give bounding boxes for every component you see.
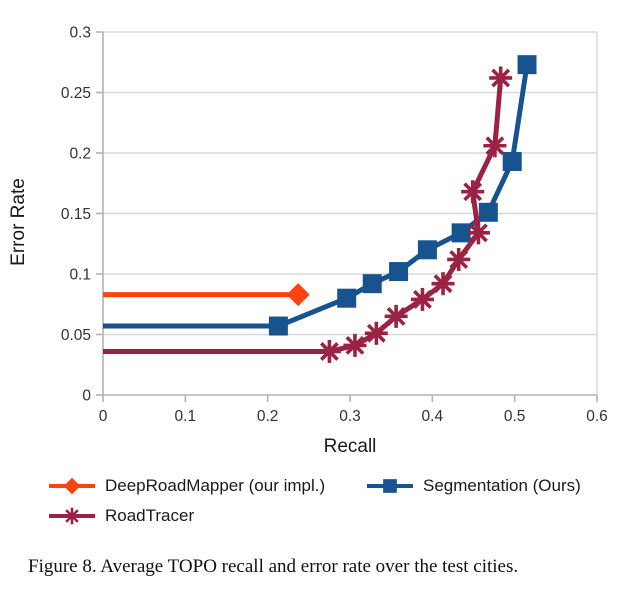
legend-label-deeproadmapper: DeepRoadMapper (our impl.)	[105, 476, 326, 495]
y-tick-label: 0.15	[61, 206, 91, 223]
square-marker	[478, 202, 498, 222]
y-tick-label: 0.05	[61, 327, 91, 344]
x-tick-label: 0	[99, 408, 108, 425]
series-0	[103, 283, 310, 307]
axes	[96, 31, 598, 402]
asterisk-marker	[489, 66, 513, 90]
y-tick-label: 0	[82, 388, 91, 405]
asterisk-marker	[447, 247, 471, 271]
legend-sample-deeproadmapper-icon	[49, 477, 95, 495]
gridlines	[103, 31, 597, 336]
x-tick-label: 0.6	[586, 408, 608, 425]
diamond-marker	[286, 283, 310, 307]
legend-sample-segmentation-icon	[367, 479, 413, 493]
asterisk-marker	[384, 304, 408, 328]
series-2	[103, 66, 513, 363]
asterisk-marker	[317, 339, 341, 363]
y-axis-title: Error Rate	[8, 178, 29, 266]
square-marker	[502, 151, 522, 171]
figure-caption: Figure 8. Average TOPO recall and error …	[28, 556, 519, 577]
y-tick-label: 0.3	[69, 25, 91, 42]
series-line	[103, 77, 504, 354]
x-tick-label: 0.3	[339, 408, 361, 425]
square-marker	[451, 223, 471, 243]
asterisk-marker	[63, 507, 81, 525]
y-tick-label: 0.2	[69, 146, 91, 163]
asterisk-marker	[466, 221, 490, 245]
x-tick-label: 0.1	[175, 408, 197, 425]
square-marker	[337, 288, 357, 308]
square-marker	[517, 55, 537, 75]
x-axis-title: Recall	[324, 436, 377, 457]
square-marker	[389, 262, 409, 282]
series-line	[103, 64, 530, 329]
legend-label-segmentation: Segmentation (Ours)	[423, 476, 581, 495]
legend-sample-roadtracer-icon	[49, 507, 95, 525]
legend-item-deeproadmapper: DeepRoadMapper (our impl.)	[48, 473, 325, 499]
tick-labels: 0 0.05 0.1 0.15 0.2 0.25 0.3 0 0.1 0.2 0.3 0.4 0.5 0.…	[61, 25, 608, 426]
asterisk-marker	[461, 180, 485, 204]
legend-item-segmentation: Segmentation (Ours)	[366, 473, 581, 499]
series-1	[103, 55, 537, 336]
y-tick-label: 0.1	[69, 267, 91, 284]
y-tick-label: 0.25	[61, 85, 91, 102]
chart-legend: DeepRoadMapper (our impl.) Segmentation …	[0, 460, 640, 532]
square-marker	[362, 274, 382, 294]
asterisk-marker	[431, 272, 455, 296]
x-tick-label: 0.5	[504, 408, 526, 425]
legend-label-roadtracer: RoadTracer	[105, 506, 195, 525]
legend-item-roadtracer: RoadTracer	[48, 503, 194, 529]
x-tick-label: 0.4	[422, 408, 444, 425]
square-marker	[383, 479, 397, 493]
square-marker	[417, 240, 437, 260]
asterisk-marker	[343, 333, 367, 357]
topo-recall-error-chart: 0 0.05 0.1 0.15 0.2 0.25 0.3 0 0.1 0.2 0.3 0.4 0.5 0.…	[8, 25, 608, 458]
asterisk-marker	[410, 287, 434, 311]
asterisk-marker	[364, 321, 388, 345]
diamond-marker	[63, 477, 81, 495]
square-marker	[268, 316, 288, 336]
asterisk-marker	[483, 134, 507, 158]
x-tick-label: 0.2	[257, 408, 279, 425]
